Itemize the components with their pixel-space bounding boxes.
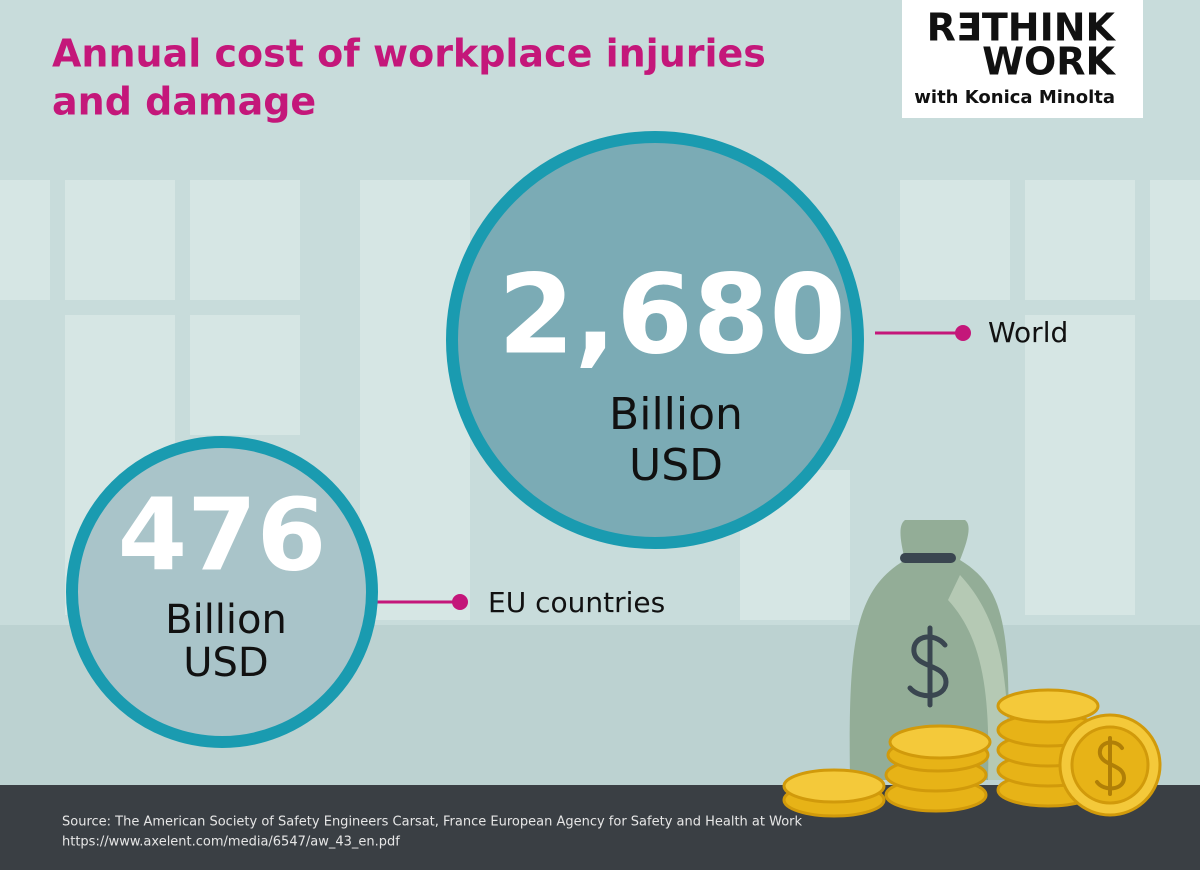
source: Source: The American Society of Safety E… (62, 815, 803, 830)
unit: Billion (165, 597, 287, 643)
value-circle (66, 436, 378, 748)
pane (360, 180, 470, 620)
source: https://www.axelent.com/media/6547/aw_43… (62, 835, 400, 850)
title: and damage (52, 80, 316, 124)
money-bag (849, 520, 1009, 780)
coin (782, 768, 886, 804)
pane (190, 180, 300, 300)
logo-box (902, 0, 1143, 118)
value: 476 (118, 476, 327, 593)
bag-tie (900, 553, 956, 563)
logo-text: with Konica Minolta (914, 87, 1115, 108)
pane (190, 315, 300, 435)
unit: USD (183, 640, 268, 686)
dollar-sign (1095, 736, 1127, 796)
coin (888, 724, 992, 760)
coins (782, 688, 1162, 818)
logo-text: RƎTHINK (927, 6, 1117, 50)
pane (1025, 180, 1135, 300)
coin (996, 688, 1100, 724)
pane (0, 180, 50, 300)
pane (900, 180, 1010, 300)
connector-dot (955, 325, 971, 341)
connector-dot (452, 594, 468, 610)
unit: USD (629, 440, 723, 491)
label: EU countries (488, 586, 665, 619)
bag-highlight (948, 575, 1009, 780)
value-circle (446, 131, 864, 549)
label: World (988, 316, 1068, 349)
unit: Billion (609, 389, 743, 440)
footer-bar (0, 785, 1200, 870)
title: Annual cost of workplace injuries (52, 32, 766, 76)
value: 2,680 (498, 250, 846, 378)
pane (65, 180, 175, 300)
pane (1150, 180, 1200, 300)
dollar-sign (907, 625, 949, 708)
pane (1025, 315, 1135, 615)
logo-text: WORK (982, 40, 1116, 84)
